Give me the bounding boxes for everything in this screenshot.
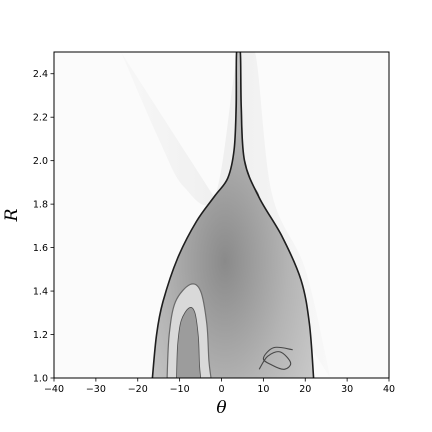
x-tick-label: 20 <box>299 384 311 395</box>
separatrix-boundary <box>151 52 315 378</box>
x-tick-label: 40 <box>383 384 395 395</box>
x-axis: −40 −30 −20 −10 0 10 20 30 40 <box>44 378 395 395</box>
y-tick-label: 2.4 <box>33 69 48 80</box>
y-tick-label: 1.2 <box>33 330 48 341</box>
x-tick-label: 0 <box>218 384 224 395</box>
x-axis-label: θ <box>216 398 226 418</box>
heatmap-image <box>121 52 331 378</box>
y-axis-label: R <box>2 208 22 222</box>
x-tick-label: 30 <box>341 384 353 395</box>
x-tick-label: −20 <box>128 384 148 395</box>
x-tick-label: −10 <box>170 384 190 395</box>
y-tick-label: 1.6 <box>33 243 48 254</box>
y-axis: 1.0 1.2 1.4 1.6 1.8 2.0 2.2 2.4 <box>33 69 54 385</box>
x-tick-label: −40 <box>44 384 64 395</box>
y-tick-label: 1.4 <box>33 287 48 298</box>
inner-loop-core <box>176 307 202 378</box>
y-tick-label: 2.2 <box>33 113 48 124</box>
right-swirl-region <box>258 346 293 370</box>
x-tick-label: −30 <box>86 384 106 395</box>
y-tick-label: 1.8 <box>33 200 48 211</box>
y-tick-label: 1.0 <box>33 374 48 385</box>
y-tick-label: 2.0 <box>33 156 48 167</box>
x-tick-label: 10 <box>257 384 269 395</box>
